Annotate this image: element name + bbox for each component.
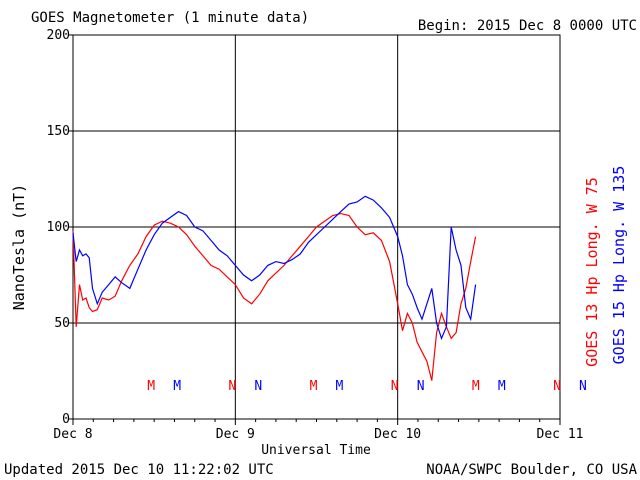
x-tick-label-2: Dec 10	[374, 427, 421, 442]
x-tick-label-3: Dec 11	[537, 427, 584, 442]
y-tick-label-2: 100	[47, 220, 70, 235]
footer-updated: Updated 2015 Dec 10 11:22:02 UTC	[4, 462, 274, 478]
marker-n-10: N	[553, 379, 561, 394]
y-tick-label-1: 50	[54, 316, 70, 331]
marker-n-7: N	[417, 379, 425, 394]
marker-n-6: N	[391, 379, 399, 394]
marker-n-2: N	[228, 379, 236, 394]
x-tick-label-1: Dec 9	[216, 427, 255, 442]
series-line-2	[72, 195, 477, 341]
marker-n-3: N	[254, 379, 262, 394]
marker-m-5: M	[336, 379, 344, 394]
x-axis-label: Universal Time	[261, 443, 371, 458]
marker-n-11: N	[579, 379, 587, 394]
marker-m-9: M	[498, 379, 506, 394]
series-line-1	[72, 212, 477, 381]
y-axis-label: NanoTesla (nT)	[10, 184, 28, 310]
marker-m-4: M	[310, 379, 318, 394]
y-tick-label-4: 200	[47, 28, 70, 43]
chart-title: GOES Magnetometer (1 minute data)	[31, 10, 309, 26]
marker-m-1: M	[173, 379, 181, 394]
y-tick-label-3: 150	[47, 124, 70, 139]
legend-series-1: GOES 13 Hp Long. W 75	[583, 177, 601, 367]
marker-m-0: M	[147, 379, 155, 394]
y-tick-label-0: 0	[62, 412, 70, 427]
footer-credit: NOAA/SWPC Boulder, CO USA	[426, 462, 637, 478]
x-tick-label-0: Dec 8	[53, 427, 92, 442]
begin-label: Begin: 2015 Dec 8 0000 UTC	[418, 18, 637, 34]
marker-m-8: M	[472, 379, 480, 394]
legend-series-2: GOES 15 Hp Long. W 135	[610, 166, 628, 365]
